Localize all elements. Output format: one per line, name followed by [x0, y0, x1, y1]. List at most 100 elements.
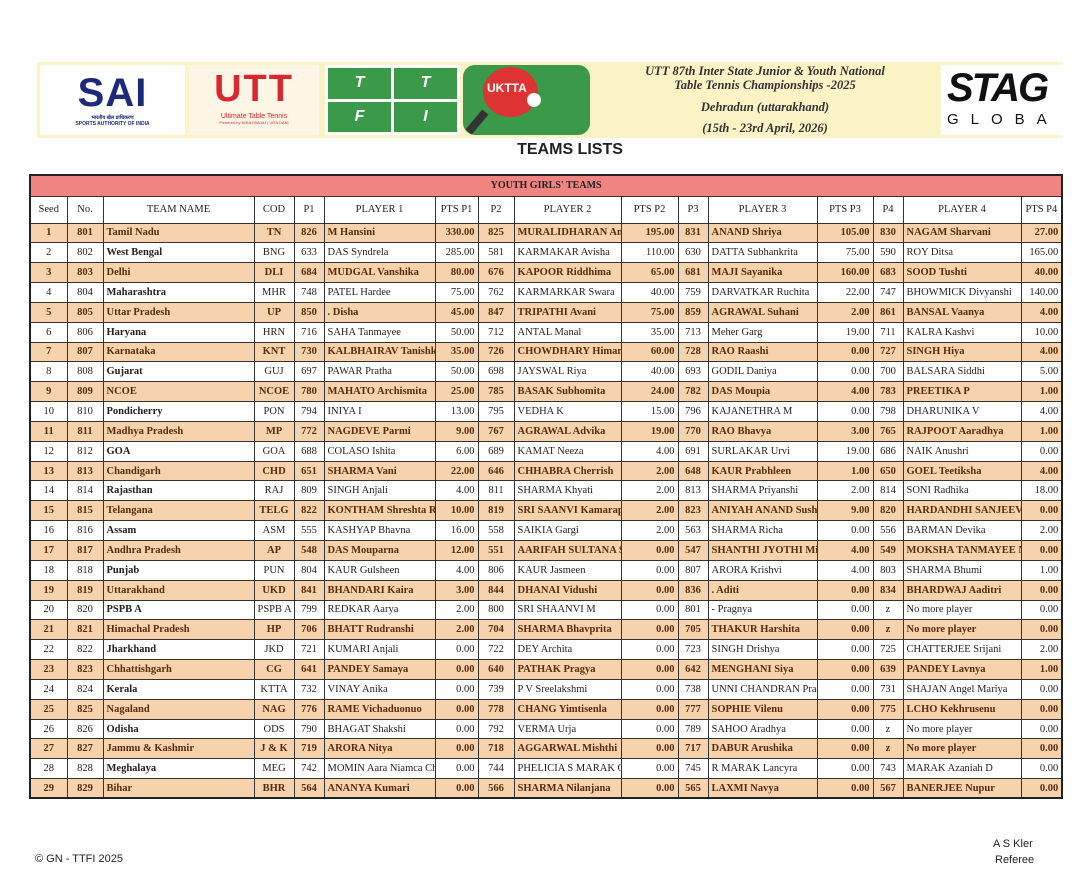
team-name-cell: Tamil Nadu	[102, 222, 255, 244]
p4-id-cell: 731	[872, 678, 904, 700]
code-cell: RAJ	[253, 480, 295, 502]
pts-p3-cell: 3.00	[816, 420, 874, 442]
team-name-cell: Jammu & Kashmir	[102, 738, 255, 760]
seed-cell: 19	[29, 579, 68, 601]
header-row: Seed No. TEAM NAME COD P1 PLAYER 1 PTS P1 P2 PLA…	[29, 195, 1063, 224]
utt-subtitle: Ultimate Table Tennis	[220, 113, 288, 120]
player-1-cell: RAME Vichaduonuo	[323, 698, 436, 720]
seed-cell: 24	[29, 678, 68, 700]
p4-id-cell: 798	[872, 401, 904, 422]
seed-cell: 21	[29, 619, 68, 641]
team-name-cell: West Bengal	[102, 242, 255, 264]
sai-hindi-text: भारतीय खेल प्राधिकरण	[91, 115, 134, 121]
pts-p3-cell: 0.00	[816, 718, 874, 740]
p4-id-cell: 683	[872, 262, 904, 284]
pts-p1-cell: 0.00	[434, 718, 479, 740]
player-4-cell: BHOWMICK Divyanshi	[902, 282, 1022, 303]
seed-cell: 29	[29, 778, 68, 799]
pts-p2-cell: 0.00	[620, 559, 679, 581]
team-no-cell: 822	[66, 639, 104, 661]
pts-p4-cell: 0.00	[1020, 778, 1063, 799]
team-name-cell: Assam	[102, 520, 255, 541]
player-3-cell: DARVATKAR Ruchita	[707, 282, 818, 303]
p4-id-cell: 814	[872, 480, 904, 502]
p1-id-cell: 633	[293, 242, 325, 264]
p1-id-cell: 716	[293, 321, 325, 343]
player-3-cell: DABUR Arushika	[707, 738, 818, 760]
column-header: P3	[677, 195, 709, 224]
p3-id-cell: 807	[677, 559, 709, 581]
code-cell: NCOE	[253, 381, 295, 403]
pts-p4-cell: 4.00	[1020, 301, 1063, 323]
pts-p1-cell: 2.00	[434, 619, 479, 641]
player-4-cell: DHARUNIKA V	[902, 401, 1022, 422]
pts-p2-cell: 110.00	[620, 242, 679, 264]
team-no-cell: 808	[66, 361, 104, 383]
pts-p3-cell: 19.00	[816, 440, 874, 462]
p3-id-cell: 642	[677, 659, 709, 680]
team-name-cell: Punjab	[102, 559, 255, 581]
player-4-cell: BHARDWAJ Aaditri	[902, 579, 1022, 601]
p4-id-cell: z	[872, 738, 904, 760]
p2-id-cell: 551	[477, 540, 515, 561]
player-4-cell: SHAJAN Angel Mariya	[902, 678, 1022, 700]
event-dates: (15th - 23rd April, 2026)	[702, 121, 828, 135]
p4-id-cell: 590	[872, 242, 904, 264]
player-2-cell: SHARMA Bhavprita	[513, 619, 622, 641]
player-2-cell: MURALIDHARAN Anany	[513, 222, 622, 244]
p1-id-cell: 772	[293, 420, 325, 442]
player-3-cell: LAXMI Navya	[707, 778, 818, 799]
team-no-cell: 820	[66, 599, 104, 621]
p2-id-cell: 726	[477, 341, 515, 363]
team-name-cell: Pondicherry	[102, 401, 255, 422]
pts-p3-cell: 0.00	[816, 341, 874, 363]
code-cell: UKD	[253, 579, 295, 601]
p3-id-cell: 770	[677, 420, 709, 442]
p1-id-cell: 850	[293, 301, 325, 323]
pts-p4-cell: 0.00	[1020, 718, 1063, 740]
p2-id-cell: 819	[477, 500, 515, 522]
code-cell: GUJ	[253, 361, 295, 383]
player-3-cell: THAKUR Harshita	[707, 619, 818, 641]
table-row: 12 812 GOA GOA 688 COLASO Ishita 6.00 689 KAMAT …	[29, 440, 1063, 462]
utt-logo: UTT Ultimate Table Tennis Powered by NIR…	[189, 65, 319, 135]
pts-p4-cell: 0.00	[1020, 758, 1063, 780]
paddle-handle-icon	[465, 109, 489, 135]
column-header: PTS P2	[620, 195, 679, 224]
code-cell: TELG	[253, 500, 295, 522]
table-row: 18 818 Punjab PUN 804 KAUR Gulsheen 4.00 806 KAU…	[29, 559, 1063, 581]
player-2-cell: P V Sreelakshmi	[513, 678, 622, 700]
seed-cell: 26	[29, 718, 68, 740]
pts-p2-cell: 0.00	[620, 738, 679, 760]
utt-logo-text: UTT	[214, 68, 294, 110]
p2-id-cell: 676	[477, 262, 515, 284]
player-3-cell: MENGHANI Siya	[707, 659, 818, 680]
ttfi-logo: T T F I	[325, 65, 460, 135]
team-no-cell: 806	[66, 321, 104, 343]
player-3-cell: MAJI Sayanika	[707, 262, 818, 284]
section-title: YOUTH GIRLS' TEAMS	[29, 174, 1063, 197]
pts-p2-cell: 75.00	[620, 301, 679, 323]
pts-p1-cell: 2.00	[434, 599, 479, 621]
pts-p2-cell: 40.00	[620, 361, 679, 383]
p4-id-cell: 700	[872, 361, 904, 383]
player-3-cell: UNNI CHANDRAN Prada	[707, 678, 818, 700]
pts-p2-cell: 0.00	[620, 678, 679, 700]
pts-p2-cell: 0.00	[620, 718, 679, 740]
team-name-cell: Madhya Pradesh	[102, 420, 255, 442]
code-cell: BHR	[253, 778, 295, 799]
table-row: 14 814 Rajasthan RAJ 809 SINGH Anjali 4.00 811 S…	[29, 480, 1063, 502]
pts-p2-cell: 0.00	[620, 778, 679, 799]
player-2-cell: SHARMA Nilanjana	[513, 778, 622, 799]
ttfi-letter: F	[328, 101, 391, 132]
player-4-cell: HARDANDHI SANJEEV I	[902, 500, 1022, 522]
code-cell: PON	[253, 401, 295, 422]
pts-p2-cell: 2.00	[620, 480, 679, 502]
p2-id-cell: 718	[477, 738, 515, 760]
p4-id-cell: 783	[872, 381, 904, 403]
pts-p3-cell: 105.00	[816, 222, 874, 244]
table-row: 13 813 Chandigarh CHD 651 SHARMA Vani 22.00 646…	[29, 460, 1063, 482]
p3-id-cell: 831	[677, 222, 709, 244]
pts-p1-cell: 4.00	[434, 559, 479, 581]
code-cell: ASM	[253, 520, 295, 541]
